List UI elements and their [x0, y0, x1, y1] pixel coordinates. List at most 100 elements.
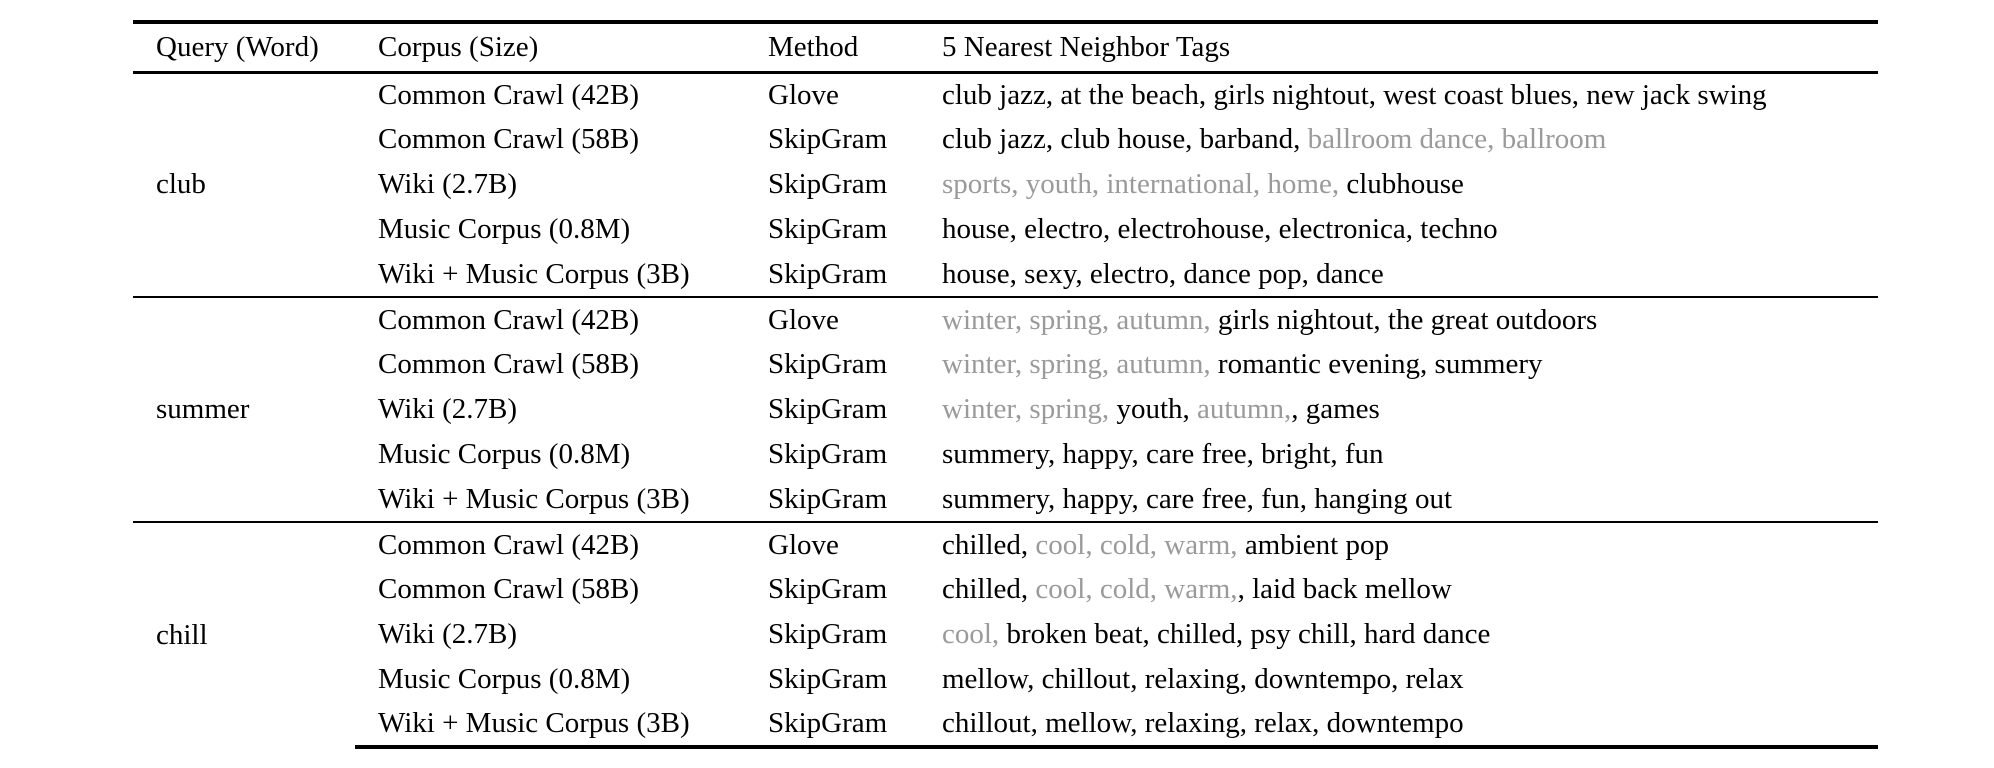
header-query-word: Query (Word)	[133, 20, 355, 74]
neighbor-tags-cell: club jazz, at the beach, girls nightout,…	[919, 72, 1878, 117]
tag-segment-gray: winter, spring, autumn,	[942, 303, 1218, 336]
method-cell: SkipGram	[745, 702, 919, 749]
corpus-cell: Music Corpus (0.8M)	[378, 213, 631, 245]
table-row: Common Crawl (58B) SkipGram chilled, cool,…	[133, 567, 1878, 612]
table-row: Common Crawl (58B) SkipGram winter, spring…	[133, 342, 1878, 387]
neighbor-tags-cell: chillout, mellow, relaxing, relax, downt…	[919, 702, 1878, 749]
corpus-cell: Common Crawl (42B)	[355, 521, 745, 567]
corpus-cell: Wiki (2.7B)	[378, 393, 517, 425]
method-cell: SkipGram	[768, 618, 888, 650]
table-row: Music Corpus (0.8M) SkipGram summery, happ…	[133, 432, 1878, 477]
corpus-cell: Wiki (2.7B)	[378, 618, 517, 650]
corpus-cell: Common Crawl (42B)	[355, 296, 745, 342]
tag-segment: house, electro, electrohouse, electronic…	[942, 213, 1498, 245]
tag-segment: , games	[1291, 393, 1380, 425]
table-row: Wiki (2.7B) SkipGram winter, spring, youth…	[133, 387, 1878, 432]
method-cell: SkipGram	[768, 393, 888, 425]
tag-segment: chilled,	[942, 573, 1036, 605]
corpus-cell: Common Crawl (42B)	[378, 78, 639, 111]
table-row: Wiki (2.7B) SkipGram sports, youth, intern…	[133, 162, 1878, 207]
neighbor-tags-cell: house, sexy, electro, dance pop, dance	[919, 252, 1878, 297]
method-cell: Glove	[745, 296, 919, 342]
tag-segment: mellow, chillout, relaxing, downtempo, r…	[942, 663, 1464, 695]
method-cell: SkipGram	[768, 123, 888, 155]
corpus-cell: Common Crawl (58B)	[378, 123, 639, 155]
table-row: Wiki + Music Corpus (3B) SkipGram house, s…	[133, 252, 1878, 297]
table-row: Music Corpus (0.8M) SkipGram mellow, chill…	[133, 657, 1878, 702]
results-table-container: Query (Word) Corpus (Size) Method 5 Near…	[133, 20, 1878, 749]
method-cell: SkipGram	[768, 438, 888, 470]
method-cell: Glove	[768, 78, 839, 111]
tag-segment-gray: winter, spring, autumn,	[942, 348, 1218, 380]
neighbor-tags-cell: sports, youth, international, home, club…	[919, 162, 1878, 207]
query-word-cell: club	[156, 168, 206, 201]
query-group-summer: summer Common Crawl (42B) Glove winter, spr…	[133, 296, 1878, 522]
tag-segment: club jazz, club house, barband,	[942, 123, 1308, 155]
table-row: Wiki (2.7B) SkipGram cool, broken beat, ch…	[133, 612, 1878, 657]
tag-segment: club jazz, at the beach, girls nightout,…	[942, 78, 1767, 111]
table-row: Common Crawl (58B) SkipGram club jazz, clu…	[133, 117, 1878, 162]
header-corpus-size: Corpus (Size)	[355, 20, 745, 74]
neighbor-tags-cell: summery, happy, care free, bright, fun	[919, 432, 1878, 477]
query-group-chill: chill Common Crawl (42B) Glove chilled, coo…	[133, 521, 1878, 749]
query-word-cell: summer	[133, 296, 355, 522]
table-row: Wiki + Music Corpus (3B) SkipGram summery,…	[133, 477, 1878, 522]
method-cell: SkipGram	[768, 482, 888, 515]
table-row: summer Common Crawl (42B) Glove winter, spr…	[133, 296, 1878, 522]
tag-segment-gray: cool,	[942, 618, 1007, 650]
tag-segment: broken beat, chilled, psy chill, hard da…	[1006, 618, 1491, 650]
query-group-club: club Common Crawl (42B) Glove club jazz, at…	[133, 72, 1878, 297]
tag-segment-gray: cool, cold, warm,	[1035, 528, 1245, 561]
neighbor-tags-cell: mellow, chillout, relaxing, downtempo, r…	[919, 657, 1878, 702]
tag-segment-gray: winter, spring,	[942, 393, 1117, 425]
neighbor-tags-cell: cool, broken beat, chilled, psy chill, h…	[919, 612, 1878, 657]
tag-segment-gray: sports, youth, international, home,	[942, 168, 1347, 200]
neighbor-tags-cell: winter, spring, autumn, girls nightout, …	[919, 296, 1878, 342]
method-cell: SkipGram	[768, 213, 888, 245]
tag-segment: girls nightout, the great outdoors	[1217, 303, 1598, 336]
header-method: Method	[745, 20, 919, 74]
tag-segment: , laid back mellow	[1237, 573, 1452, 605]
tag-segment: youth,	[1116, 393, 1197, 425]
tag-segment: chilled,	[942, 528, 1036, 561]
neighbor-tags-cell: winter, spring, youth, autumn,, games	[919, 387, 1878, 432]
corpus-cell: Common Crawl (58B)	[378, 348, 639, 380]
neighbor-tags-cell: summery, happy, care free, fun, hanging …	[919, 477, 1878, 522]
tag-segment: ambient pop	[1244, 528, 1389, 561]
corpus-cell: Wiki + Music Corpus (3B)	[355, 702, 745, 749]
method-cell: SkipGram	[768, 663, 888, 695]
method-cell: SkipGram	[768, 573, 888, 605]
tag-segment: clubhouse	[1346, 168, 1464, 200]
tag-segment: chillout, mellow, relaxing, relax, downt…	[942, 707, 1464, 739]
tag-segment-gray: ballroom dance, ballroom	[1307, 123, 1607, 155]
table-header: Query (Word) Corpus (Size) Method 5 Near…	[133, 20, 1878, 74]
method-cell: Glove	[745, 521, 919, 567]
neighbor-tags-cell: club jazz, club house, barband, ballroom…	[919, 117, 1878, 162]
tag-segment-gray: autumn,	[1197, 393, 1292, 425]
corpus-cell: Wiki + Music Corpus (3B)	[378, 257, 690, 290]
corpus-cell: Music Corpus (0.8M)	[378, 663, 631, 695]
tag-segment-gray: cool, cold, warm,	[1035, 573, 1238, 605]
method-cell: SkipGram	[768, 257, 888, 290]
corpus-cell: Wiki + Music Corpus (3B)	[378, 482, 690, 515]
neighbor-tags-cell: chilled, cool, cold, warm,, laid back me…	[919, 567, 1878, 612]
corpus-cell: Wiki (2.7B)	[378, 168, 517, 200]
table-row: club Common Crawl (42B) Glove club jazz, at…	[133, 72, 1878, 199]
tag-segment: summery, happy, care free, fun, hanging …	[942, 482, 1453, 515]
neighbor-tags-cell: winter, spring, autumn, romantic evening…	[919, 342, 1878, 387]
table-row: Music Corpus (0.8M) SkipGram house, electr…	[133, 207, 1878, 252]
header-row: Query (Word) Corpus (Size) Method 5 Near…	[133, 20, 1878, 74]
corpus-cell: Common Crawl (58B)	[378, 573, 639, 605]
neighbor-tags-cell: house, electro, electrohouse, electronic…	[919, 207, 1878, 252]
neighbor-tags-cell: chilled, cool, cold, warm, ambient pop	[919, 521, 1878, 567]
query-word-cell: chill	[133, 521, 355, 747]
header-nearest-neighbor-tags: 5 Nearest Neighbor Tags	[919, 20, 1878, 74]
tag-segment: summery, happy, care free, bright, fun	[942, 438, 1384, 470]
method-cell: SkipGram	[768, 348, 888, 380]
tag-segment: romantic evening, summery	[1217, 348, 1543, 380]
table-row: chill Common Crawl (42B) Glove chilled, coo…	[133, 521, 1878, 747]
tag-segment: house, sexy, electro, dance pop, dance	[942, 257, 1384, 290]
nearest-neighbor-table: Query (Word) Corpus (Size) Method 5 Near…	[133, 20, 1878, 749]
corpus-cell: Music Corpus (0.8M)	[378, 438, 631, 470]
method-cell: SkipGram	[768, 168, 888, 200]
